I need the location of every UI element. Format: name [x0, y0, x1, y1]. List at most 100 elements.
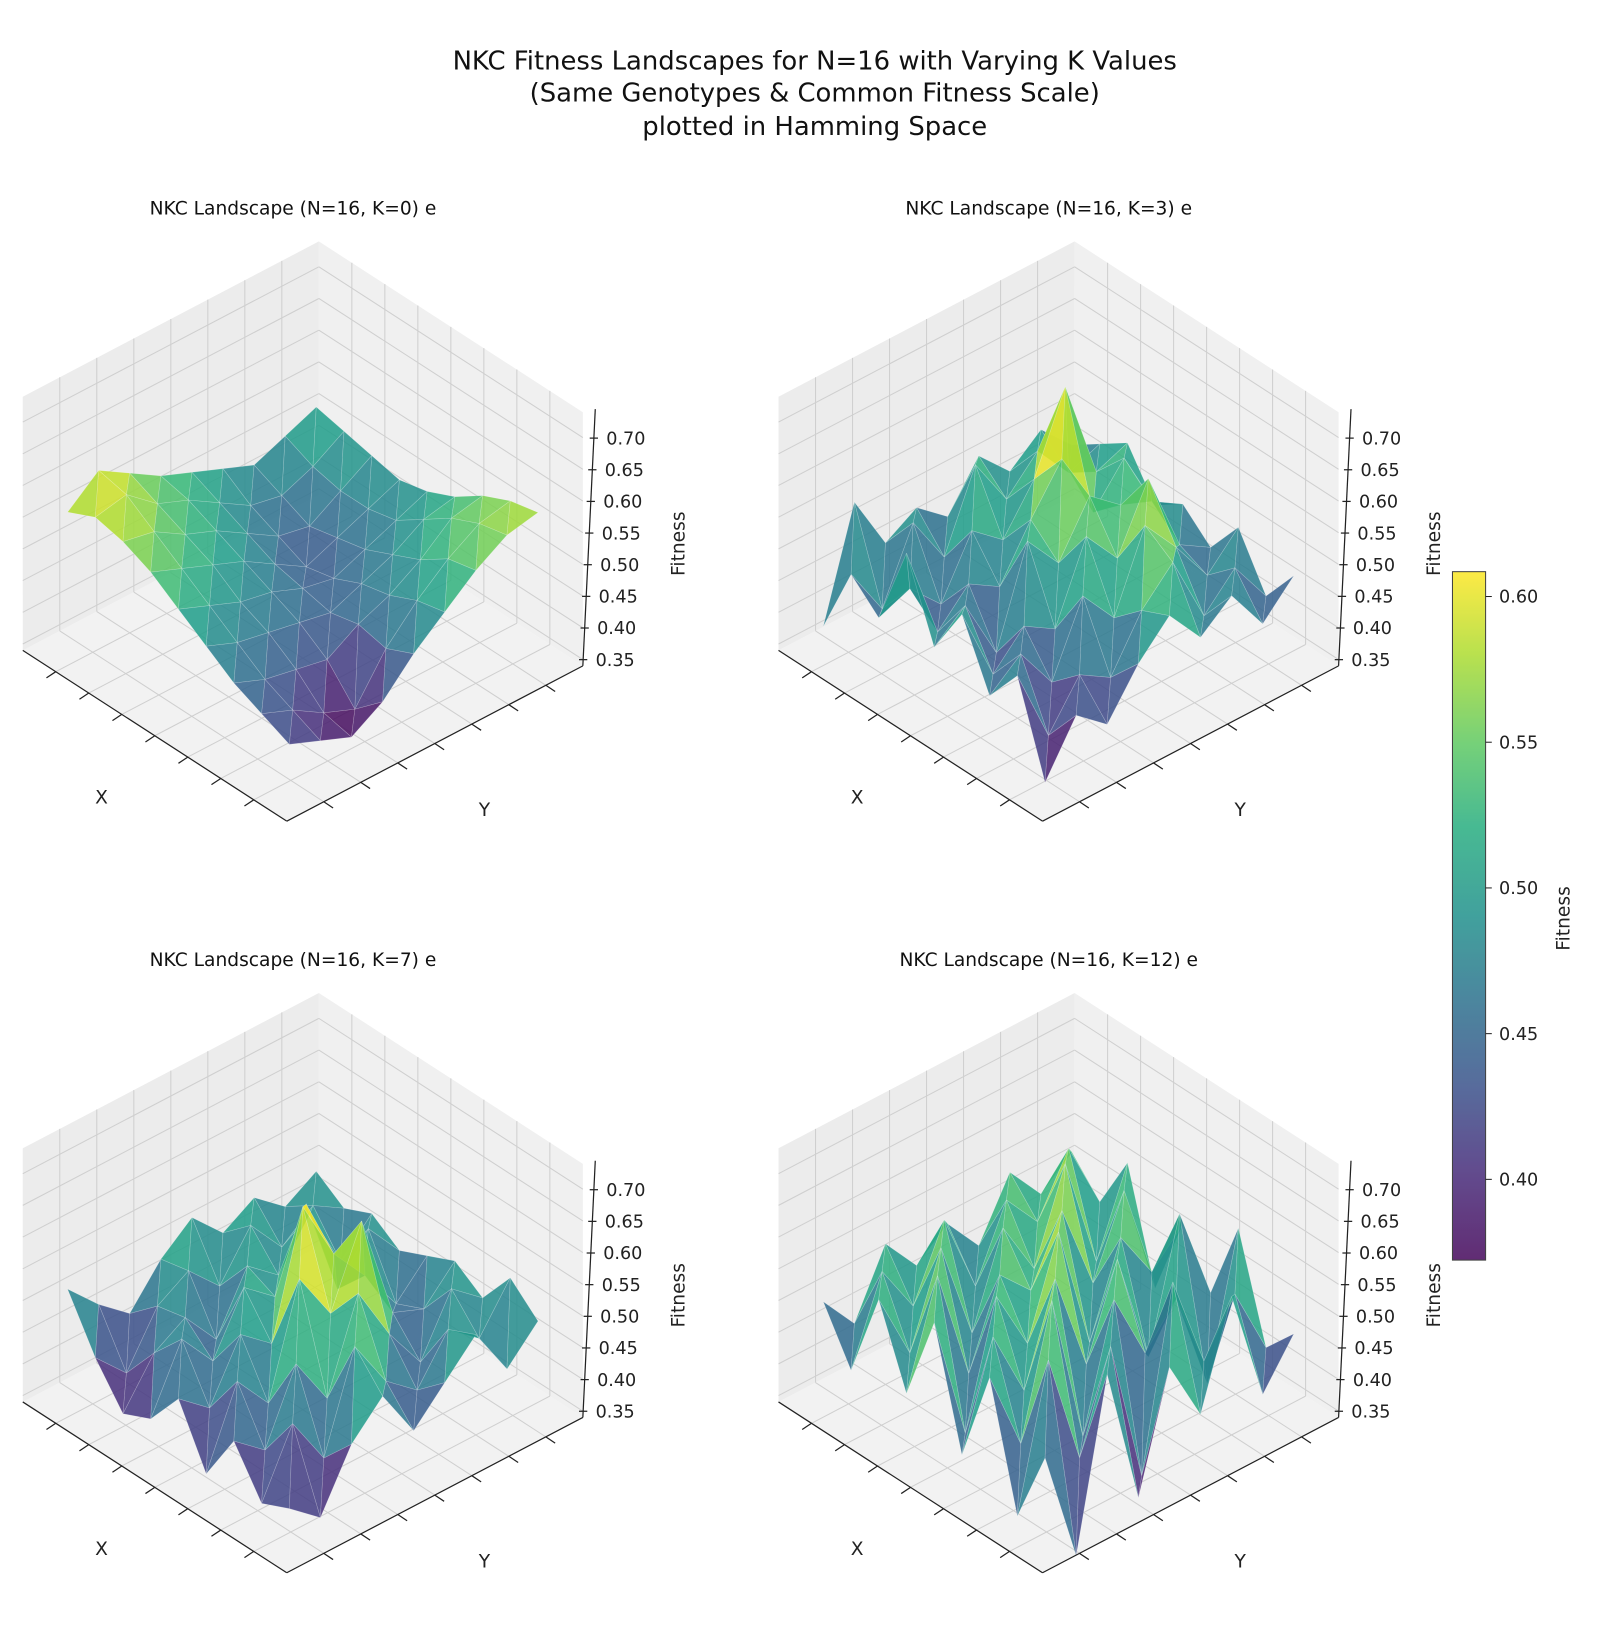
z-tick-label: 0.45 — [1354, 1339, 1393, 1359]
surface-facet — [392, 1303, 424, 1313]
surface-facet — [67, 1288, 99, 1358]
x-axis-tick — [46, 1422, 57, 1431]
surface-facet — [1026, 540, 1059, 630]
subplot-1: NKC Landscape (N=16, K=0) e 0.35 0.40 0.45 0… — [22, 198, 689, 822]
x-axis-tick — [79, 1444, 90, 1452]
x-axis-tick — [999, 799, 1010, 807]
surface-facet — [451, 495, 484, 519]
y-axis-tick — [1264, 704, 1275, 712]
figure-title-line-2: (Same Genotypes & Common Fitness Scale) — [530, 79, 1100, 109]
surface-facet — [177, 1398, 210, 1474]
surface-facet — [506, 1276, 539, 1371]
surface-facet — [250, 1196, 283, 1248]
z-tick-label: 0.70 — [1362, 1181, 1401, 1201]
subplot-title: NKC Landscape (N=16, K=12) e — [899, 950, 1198, 971]
surface-facet — [1203, 567, 1236, 617]
surface-facet — [933, 1275, 966, 1434]
surface-facet — [351, 701, 384, 739]
surface-facet — [968, 583, 1001, 653]
y-axis-tick — [471, 723, 482, 731]
surface-facet — [122, 1352, 155, 1414]
gridline — [778, 1049, 1075, 1206]
surface-facet — [1051, 595, 1084, 683]
surface-facet — [323, 1346, 356, 1459]
surface-facet — [209, 1334, 241, 1409]
x-axis-tick — [46, 671, 57, 679]
surface-facet — [940, 530, 973, 606]
surface-facet — [850, 574, 883, 619]
x-axis-tick — [867, 713, 878, 722]
surface-facet — [1002, 1199, 1035, 1269]
z-tick-label: 0.35 — [596, 1402, 635, 1422]
gridline — [318, 1081, 584, 1254]
surface-facet — [246, 504, 280, 537]
gridline — [1074, 393, 1339, 565]
gridline — [778, 1144, 1075, 1301]
colorbar-label: Fitness — [1553, 886, 1574, 951]
surface-facet — [992, 1296, 1025, 1391]
z-tick-label: 0.65 — [1360, 1213, 1399, 1233]
z-tick-label: 0.50 — [600, 1308, 639, 1328]
surface-facet — [1206, 526, 1239, 576]
surface-facet — [999, 1274, 1032, 1344]
surface-facet — [961, 604, 994, 675]
surface-facet — [326, 1292, 359, 1399]
gridline — [1074, 266, 1339, 439]
z-tick-label: 0.45 — [599, 1339, 638, 1359]
x-axis-tick — [834, 692, 845, 700]
y-axis-label: Y — [478, 1552, 491, 1573]
surface-facet — [996, 541, 1028, 653]
surface-facet — [1231, 1293, 1264, 1395]
surface-facet — [961, 1336, 994, 1455]
z-tick-label: 0.55 — [1357, 1276, 1396, 1296]
z-tick-label: 0.40 — [1353, 619, 1392, 639]
z-tick-label: 0.35 — [1351, 651, 1390, 671]
y-axis-tick — [1227, 1475, 1238, 1483]
gridline — [318, 361, 584, 534]
surface-facet — [205, 1381, 238, 1475]
surface-facet — [1231, 566, 1263, 625]
surface-facet — [157, 1258, 190, 1307]
z-tick-label: 0.50 — [1356, 556, 1395, 576]
z-tick-label: 0.70 — [1362, 429, 1401, 449]
gridline — [22, 393, 320, 550]
surface-facet — [281, 465, 314, 527]
z-axis-label: Fitness — [1424, 511, 1445, 576]
surface-facet — [1110, 610, 1143, 678]
surface-facet — [1117, 478, 1149, 559]
surface-facet — [420, 1287, 453, 1363]
gridline — [22, 1113, 320, 1270]
surface-facet — [219, 467, 252, 506]
z-tick-label: 0.70 — [606, 1181, 645, 1201]
gridline — [778, 1017, 1075, 1175]
z-tick-label: 0.55 — [1357, 524, 1396, 544]
surface-facet — [964, 1296, 997, 1434]
surface-facet — [1106, 662, 1140, 725]
surface-facet — [1079, 1346, 1111, 1459]
x-axis-tick — [244, 799, 255, 807]
z-tick-label: 0.60 — [1359, 493, 1398, 513]
surface-facet — [392, 1308, 425, 1364]
x-axis-tick — [900, 735, 911, 743]
surface-facet — [340, 430, 373, 492]
gridline — [778, 266, 1075, 423]
surface-facet — [1020, 625, 1053, 683]
surface-facet — [233, 679, 266, 715]
gridline — [778, 329, 1075, 486]
y-axis-tick — [323, 1552, 334, 1561]
surface-facet — [447, 522, 480, 571]
gridline — [318, 1017, 584, 1190]
z-tick-label: 0.35 — [596, 651, 635, 671]
z-axis-line — [582, 1160, 596, 1418]
surface-facet — [208, 601, 241, 644]
figure-title-line-1: NKC Fitness Landscapes for N=16 with Var… — [453, 47, 1177, 77]
surface-facet — [382, 648, 415, 703]
surface-facet — [878, 1271, 911, 1354]
surface-facet — [1044, 714, 1077, 783]
subplot-2: NKC Landscape (N=16, K=3) e 0.35 0.40 0.45 0… — [778, 198, 1445, 822]
surface-facet — [1175, 546, 1208, 616]
x-axis-label: X — [95, 788, 108, 809]
z-tick-label: 0.35 — [1351, 1402, 1390, 1422]
surface-facet — [212, 1287, 245, 1362]
y-axis-tick — [508, 704, 519, 712]
